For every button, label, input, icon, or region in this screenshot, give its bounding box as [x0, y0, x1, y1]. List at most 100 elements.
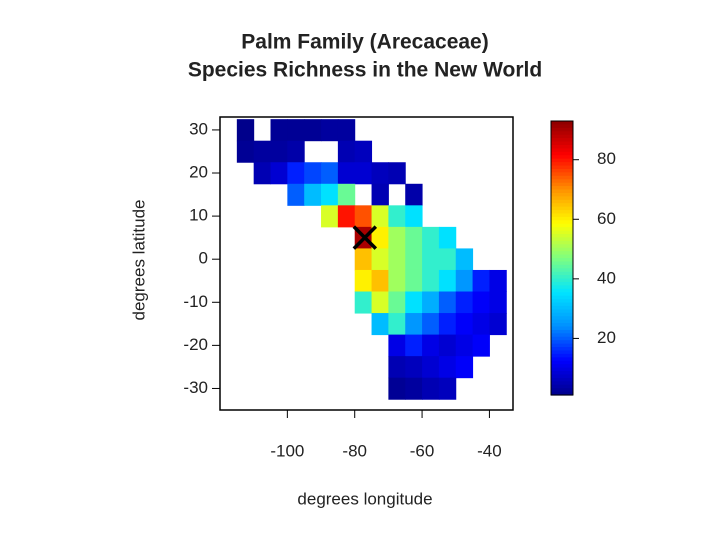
- x-tick-label: -100: [270, 441, 304, 460]
- raster-cell: [422, 269, 440, 293]
- raster-cell: [321, 183, 339, 206]
- colorbar-segment: [551, 196, 573, 201]
- colorbar-segment: [551, 326, 573, 331]
- raster-cell: [489, 313, 507, 336]
- raster-cell: [472, 291, 490, 314]
- raster-cell: [489, 291, 507, 314]
- marker: [352, 225, 378, 250]
- colorbar-segment: [551, 148, 573, 153]
- colorbar-segment: [551, 230, 573, 235]
- raster-cell: [388, 356, 406, 379]
- raster-cell: [422, 377, 440, 400]
- colorbar-segment: [551, 151, 573, 156]
- colorbar-segment: [551, 127, 573, 132]
- colorbar-segment: [551, 247, 573, 252]
- y-tick-label: 20: [189, 162, 208, 181]
- raster-cell: [354, 248, 373, 271]
- raster-cell: [371, 313, 389, 336]
- colorbar-segment: [551, 271, 573, 276]
- raster-cell: [438, 226, 457, 249]
- colorbar-segment: [551, 281, 573, 286]
- raster-cell: [489, 269, 507, 293]
- colorbar-segment: [551, 323, 573, 328]
- raster-cell: [388, 205, 406, 228]
- raster-cell: [388, 334, 406, 357]
- colorbar-segment: [551, 374, 573, 379]
- colorbar-segment: [551, 343, 573, 348]
- raster-cell: [354, 269, 373, 293]
- colorbar-segment: [551, 189, 573, 194]
- raster-cell: [438, 334, 457, 357]
- colorbar-segment: [551, 182, 573, 187]
- raster-cell: [388, 226, 406, 249]
- colorbar-tick-label: 60: [597, 209, 616, 228]
- raster-cell: [405, 269, 423, 293]
- raster-cell: [455, 269, 474, 293]
- raster-cell: [472, 334, 490, 357]
- colorbar-segment: [551, 261, 573, 266]
- colorbar-segment: [551, 203, 573, 208]
- raster-cell: [438, 356, 457, 379]
- raster-cell: [236, 119, 255, 142]
- colorbar-segment: [551, 220, 573, 225]
- raster-cell: [337, 162, 356, 185]
- raster-cell: [253, 162, 272, 185]
- colorbar-segment: [551, 336, 573, 341]
- raster-cell: [371, 269, 389, 293]
- raster-cell: [438, 291, 457, 314]
- raster-cell: [422, 291, 440, 314]
- x-tick-label: -40: [477, 441, 502, 460]
- x-tick-label: -60: [410, 441, 435, 460]
- colorbar-segment: [551, 347, 573, 352]
- x-tick-label: -80: [342, 441, 367, 460]
- raster-cell: [422, 334, 440, 357]
- colorbar-segment: [551, 377, 573, 382]
- raster-cell: [455, 248, 474, 271]
- raster-cell: [405, 377, 423, 400]
- colorbar-segment: [551, 364, 573, 369]
- colorbar-segment: [551, 165, 573, 170]
- raster-cell: [304, 183, 322, 206]
- raster-cell: [371, 205, 389, 228]
- raster-cell: [354, 291, 373, 314]
- raster-cell: [321, 162, 339, 185]
- colorbar-segment: [551, 299, 573, 304]
- raster-cell: [438, 269, 457, 293]
- raster-cell: [422, 313, 440, 336]
- raster: [236, 119, 507, 400]
- colorbar-segment: [551, 258, 573, 263]
- colorbar-segment: [551, 367, 573, 372]
- raster-cell: [371, 226, 389, 249]
- colorbar-segment: [551, 275, 573, 280]
- raster-cell: [337, 183, 356, 206]
- colorbar-segment: [551, 360, 573, 365]
- colorbar-segment: [551, 357, 573, 362]
- raster-cell: [388, 269, 406, 293]
- raster-cell: [287, 183, 305, 206]
- colorbar-segment: [551, 251, 573, 256]
- raster-cell: [388, 162, 406, 185]
- colorbar-segment: [551, 302, 573, 307]
- raster-cell: [270, 162, 288, 185]
- raster-cell: [405, 291, 423, 314]
- colorbar-segment: [551, 141, 573, 146]
- colorbar-segment: [551, 381, 573, 386]
- raster-cell: [304, 162, 322, 185]
- raster-cell: [405, 356, 423, 379]
- raster-cell: [438, 248, 457, 271]
- raster-cell: [270, 119, 288, 142]
- raster-cell: [337, 140, 356, 163]
- y-tick-label: 10: [189, 206, 208, 225]
- raster-cell: [438, 377, 457, 400]
- colorbar-segment: [551, 371, 573, 376]
- raster-cell: [405, 183, 423, 206]
- raster-cell: [371, 291, 389, 314]
- raster-cell: [422, 356, 440, 379]
- colorbar-segment: [551, 124, 573, 129]
- x-axis-label: degrees longitude: [297, 489, 432, 508]
- y-tick-label: -20: [183, 335, 208, 354]
- colorbar-segment: [551, 138, 573, 143]
- colorbar-segment: [551, 384, 573, 389]
- colorbar-segment: [551, 172, 573, 177]
